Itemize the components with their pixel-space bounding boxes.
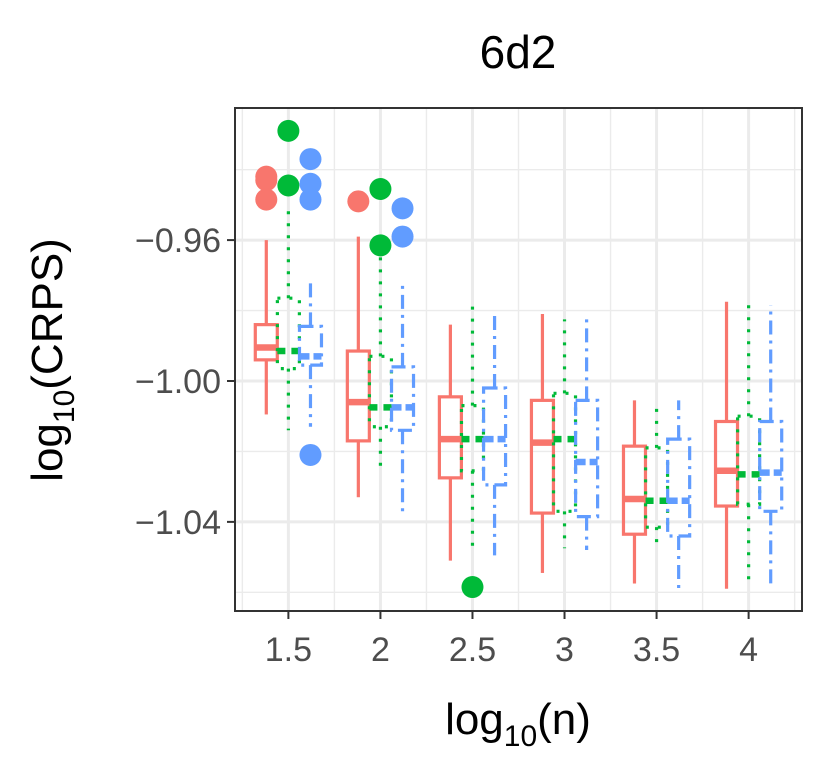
y-axis-title-arg: (CRPS) xyxy=(23,238,72,390)
outlier-point xyxy=(347,190,370,213)
y-tick-label: −0.96 xyxy=(135,222,221,260)
box-iqr xyxy=(758,419,784,513)
outlier-point xyxy=(391,197,414,220)
outlier-point xyxy=(299,443,322,466)
grid-layer xyxy=(235,108,802,611)
x-tick-label: 3.5 xyxy=(633,631,680,669)
x-tick-label: 1.5 xyxy=(265,631,312,669)
x-axis-title-arg: (n) xyxy=(537,695,591,744)
outlier-point xyxy=(369,178,392,201)
outlier-point xyxy=(461,576,484,599)
outlier-point xyxy=(299,172,322,195)
x-axis-title-sub: 10 xyxy=(504,720,537,753)
x-tick-label: 4 xyxy=(739,631,758,669)
outlier-point xyxy=(299,148,322,171)
box-iqr xyxy=(666,437,692,538)
x-axis-title: log10(n) xyxy=(445,695,591,753)
y-tick-label: −1.04 xyxy=(135,504,221,542)
box-iqr xyxy=(574,398,600,519)
box-iqr xyxy=(389,365,416,432)
outlier-point xyxy=(299,188,322,211)
outlier-point xyxy=(277,174,300,197)
x-axis: 1.5 2 2.5 3 3.5 4 xyxy=(265,611,758,669)
x-tick-label: 2.5 xyxy=(449,631,496,669)
outlier-point xyxy=(255,169,278,192)
chart-title: 6d2 xyxy=(480,26,557,78)
outlier-point xyxy=(255,188,278,211)
y-axis: −0.96 −1.00 −1.04 xyxy=(135,222,235,542)
panel-border xyxy=(234,107,803,612)
box-iqr xyxy=(253,323,279,362)
box-iqr xyxy=(736,414,762,506)
series-3 xyxy=(297,148,784,589)
outlier-point xyxy=(369,234,392,257)
y-axis-title-sub: 10 xyxy=(48,390,81,423)
box-iqr xyxy=(297,324,324,367)
outlier-point xyxy=(277,119,300,142)
series-2 xyxy=(275,119,762,599)
y-axis-title-group: log10(CRPS) xyxy=(23,238,81,482)
x-tick-label: 2 xyxy=(371,631,390,669)
x-tick-label: 3 xyxy=(555,631,574,669)
box-iqr xyxy=(643,446,670,529)
box-iqr xyxy=(713,419,740,508)
x-axis-title-main: log xyxy=(445,695,504,744)
y-axis-title-main: log xyxy=(23,423,72,482)
box-iqr xyxy=(459,404,486,473)
series-1 xyxy=(253,165,740,589)
y-axis-title: log10(CRPS) xyxy=(23,238,81,482)
series-layer xyxy=(253,119,784,599)
box-iqr xyxy=(621,444,648,536)
outlier-point xyxy=(391,225,414,248)
y-tick-label: −1.00 xyxy=(135,363,221,401)
